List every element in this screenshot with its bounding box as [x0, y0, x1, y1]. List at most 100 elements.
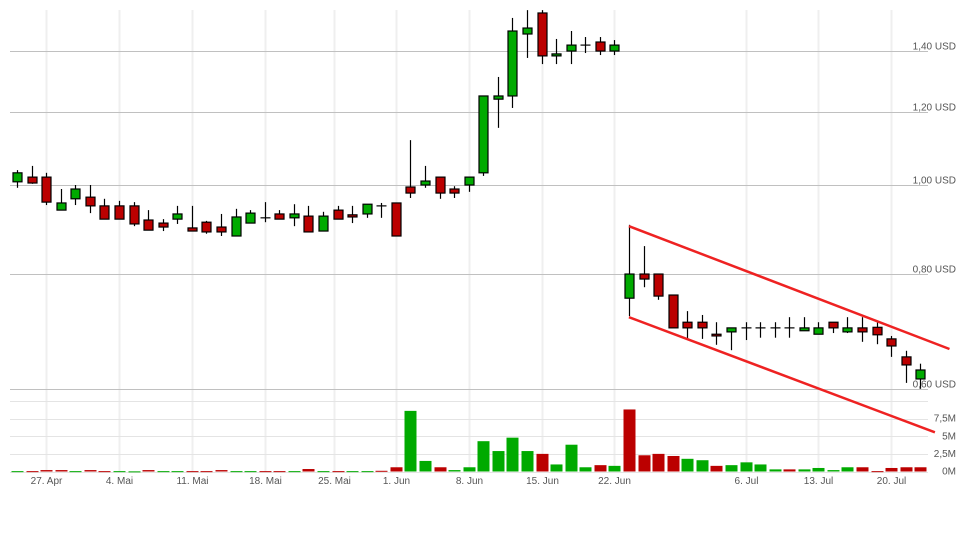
candle-down — [435, 176, 446, 194]
candle-down — [201, 221, 212, 233]
date-tick-label: 4. Mai — [106, 476, 133, 487]
candle-down — [886, 338, 897, 347]
volume-bar — [623, 409, 636, 472]
volume-bar — [113, 471, 126, 473]
candle-up — [172, 213, 183, 220]
candle-down — [537, 12, 548, 57]
candle-up — [245, 212, 256, 224]
date-tick-label: 6. Jul — [735, 476, 759, 487]
volume-bar — [244, 471, 257, 473]
volume-bar — [390, 467, 403, 472]
candle-up — [551, 53, 562, 57]
volume-bar — [171, 471, 184, 473]
volume-bar — [448, 470, 461, 472]
volume-axis-labels: 0M 2,5M 5M 7,5M — [934, 414, 956, 478]
candle-down — [27, 176, 38, 184]
volume-grid — [10, 401, 928, 473]
volume-bar — [288, 471, 301, 473]
volume-bar — [346, 471, 359, 473]
candle-up — [70, 188, 81, 200]
candle-up — [12, 172, 23, 183]
volume-bar — [317, 471, 330, 473]
date-tick-label: 22. Jun — [598, 476, 631, 487]
candle-down — [187, 227, 198, 232]
volume-bar — [594, 465, 607, 472]
volume-bar — [521, 451, 534, 472]
candle-down — [595, 41, 606, 52]
date-tick-label: 27. Apr — [31, 476, 63, 487]
candle-down — [857, 327, 868, 333]
candle-up — [289, 213, 300, 219]
candle-up — [522, 27, 533, 35]
price-tick-label: 1,40 USD — [913, 42, 956, 53]
candle-down — [682, 321, 693, 329]
candle-up — [318, 215, 329, 232]
candle-down — [143, 219, 154, 231]
volume-tick-label: 2,5M — [934, 449, 956, 460]
date-axis-labels: 27. Apr 4. Mai 11. Mai 18. Mai 25. Mai 1. Jun… — [31, 476, 907, 487]
candle-up — [362, 203, 373, 215]
volume-bar — [492, 451, 505, 472]
volume-bar — [565, 444, 578, 472]
volume-bar — [725, 465, 738, 472]
candle-down — [114, 205, 125, 220]
candle-down — [391, 202, 402, 237]
candle-down — [872, 326, 883, 336]
candle-down — [158, 222, 169, 228]
candle-down — [303, 215, 314, 233]
volume-tick-label: 0M — [942, 467, 956, 478]
candle-down — [901, 356, 912, 366]
candle-up — [56, 202, 67, 211]
candle-down — [449, 188, 460, 194]
volume-bar — [652, 453, 665, 472]
price-tick-label: 1,20 USD — [913, 103, 956, 114]
price-tick-label: 0,60 USD — [913, 380, 956, 391]
volume-bar — [40, 470, 53, 472]
volume-bar — [259, 471, 272, 473]
volume-bar — [681, 458, 694, 472]
candle-down — [85, 196, 96, 207]
volume-bar — [157, 471, 170, 473]
volume-bar — [536, 453, 549, 472]
candlesticks — [12, 10, 926, 389]
date-tick-label: 13. Jul — [804, 476, 833, 487]
volume-bar — [361, 471, 374, 473]
date-tick-label: 8. Jun — [456, 476, 483, 487]
volume-bar — [696, 460, 709, 472]
volume-bar — [273, 471, 286, 473]
price-tick-label: 0,80 USD — [913, 265, 956, 276]
volume-bar — [506, 437, 519, 472]
volume-bar — [434, 467, 447, 472]
candle-down — [333, 209, 344, 220]
volume-bar — [769, 469, 782, 472]
volume-bar — [186, 471, 199, 473]
volume-bar — [375, 470, 388, 472]
price-axis-labels: 0,60 USD 0,80 USD 1,00 USD 1,20 USD 1,40 USD — [913, 42, 956, 391]
volume-bar — [84, 470, 97, 472]
date-tick-label: 18. Mai — [249, 476, 282, 487]
volume-bar — [98, 471, 111, 473]
candle-up — [726, 327, 737, 333]
volume-bar — [871, 471, 884, 473]
candle-down — [697, 321, 708, 329]
candle-up — [842, 327, 853, 333]
volume-bar — [754, 464, 767, 472]
volume-bar — [26, 471, 39, 473]
candle-down — [653, 273, 664, 297]
volume-bar — [419, 460, 432, 472]
trend-channel — [628, 224, 950, 434]
candle-up — [420, 180, 431, 186]
volume-bar — [215, 470, 228, 472]
date-tick-label: 25. Mai — [318, 476, 351, 487]
candle-down — [274, 213, 285, 220]
date-tick-label: 1. Jun — [383, 476, 410, 487]
volume-tick-label: 5M — [942, 431, 956, 442]
candle-down — [405, 186, 416, 194]
trendline — [628, 316, 936, 434]
volume-bar — [302, 469, 315, 472]
vertical-grid — [45, 10, 893, 472]
volume-bar — [463, 467, 476, 472]
volume-bar — [914, 467, 927, 472]
volume-bar — [11, 471, 24, 473]
volume-bar — [812, 467, 825, 472]
